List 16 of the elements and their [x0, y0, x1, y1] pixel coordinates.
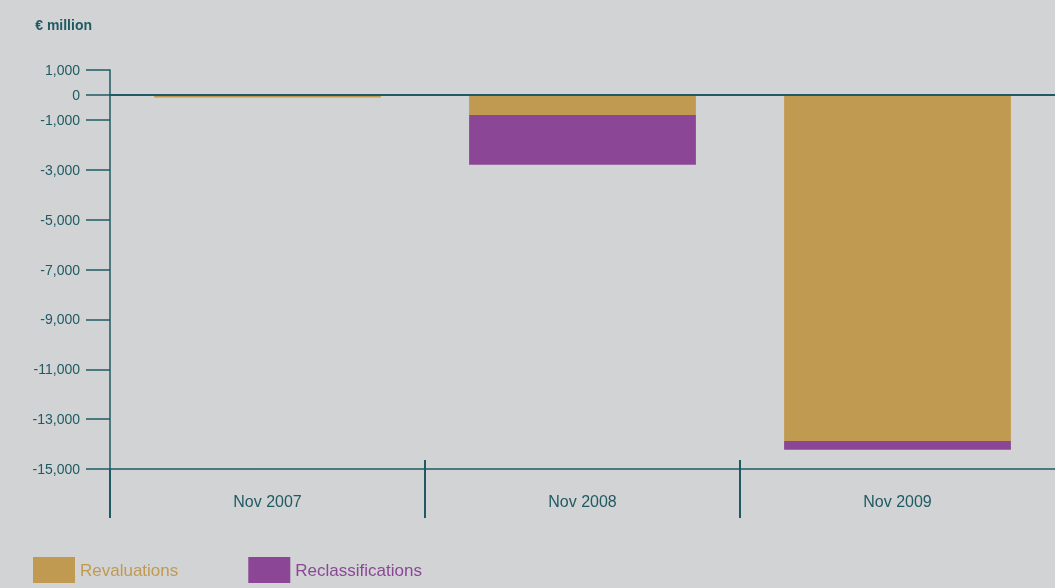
- y-tick-label: -13,000: [32, 411, 81, 428]
- y-tick-label: -3,000: [40, 161, 81, 178]
- legend-label: Reclassifications: [295, 560, 422, 580]
- y-tick-label: 1,000: [44, 62, 81, 78]
- x-tick-label: Nov 2009: [863, 492, 932, 510]
- y-tick-label: -1,000: [40, 111, 81, 128]
- legend-label: Revaluations: [80, 560, 179, 580]
- y-tick-label: -7,000: [40, 261, 81, 278]
- y-tick-label: -15,000: [32, 461, 81, 477]
- y-tick-label: -9,000: [40, 311, 81, 328]
- y-axis-title: € million: [35, 17, 92, 33]
- x-tick-label: Nov 2007: [233, 492, 302, 510]
- y-tick-label: -5,000: [40, 211, 81, 228]
- y-tick-label: -11,000: [33, 361, 81, 378]
- y-tick-label: 0: [72, 86, 81, 103]
- x-tick-label: Nov 2008: [548, 492, 617, 510]
